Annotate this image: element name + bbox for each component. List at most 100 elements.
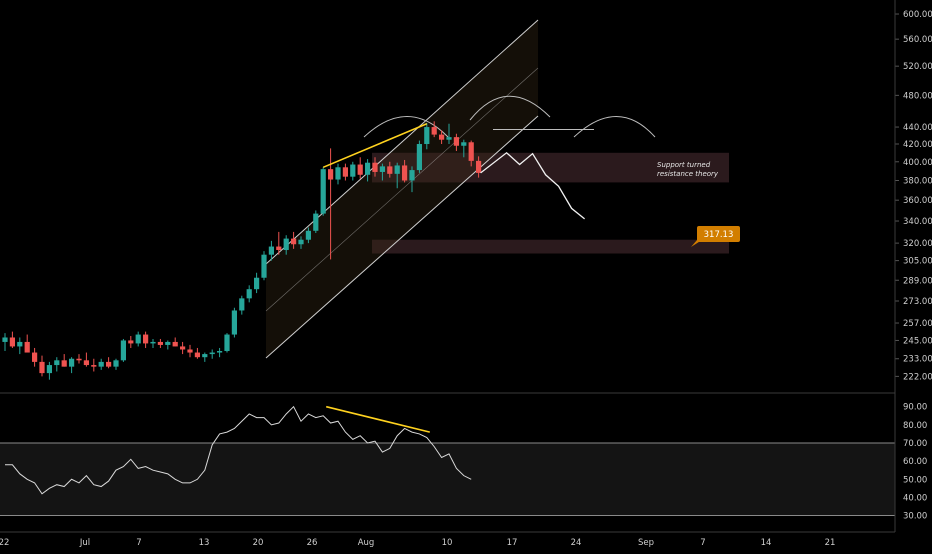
price-tick-label: 480.00 [903,91,932,101]
candle-body [224,334,230,352]
candle-body [350,164,356,177]
price-tag-pointer [691,240,702,247]
candle-body [46,365,52,374]
price-tick-label: 420.00 [903,140,932,150]
rsi-axis: 90.00 80.00 70.00 60.00 50.00 40.00 30.00 [903,403,927,522]
candle-body [268,246,274,255]
candle-body [379,166,385,172]
head-arc [469,95,551,121]
candle-body [431,127,437,135]
rsi-panel [0,405,895,517]
time-tick-label: 10 [442,538,453,548]
candle-body [113,360,119,367]
candle-body [202,354,208,358]
candle-body [387,166,393,174]
candle-body [313,213,319,231]
rsi-tick-label: 70.00 [903,439,927,449]
candle-body [261,254,267,278]
price-zones [372,152,729,254]
candle-body [409,170,415,181]
candle-body [254,277,260,290]
candle-body [157,341,163,345]
candle-body [291,238,297,245]
price-tick-label: 305.00 [903,257,932,267]
price-tick-label: 560.00 [903,35,932,45]
candle-body [305,230,311,240]
divergence-lines [322,123,430,433]
candle-body [335,167,341,180]
price-tick-label: 340.00 [903,217,932,227]
head-shoulder-arcs [363,95,656,138]
candle-body [9,337,15,347]
candle-body [165,341,171,345]
candle-body [187,349,193,353]
projection-line [480,151,586,220]
candle-body [106,361,112,367]
rsi-tick-label: 80.00 [903,421,927,431]
candle-body [357,164,363,175]
channel-lower-line [265,115,539,359]
support-resistance-zone [372,152,729,183]
time-tick-label: 7 [136,538,141,548]
time-tick-label: 14 [761,538,772,548]
right-shoulder-arc [573,116,656,138]
price-tick-label: 245.00 [903,336,932,346]
candle-body [128,340,134,344]
candle-body [320,169,326,214]
candle-body [439,134,445,140]
price-tick-label: 257.00 [903,319,932,329]
candle-body [231,310,237,335]
rsi-tick-label: 50.00 [903,475,927,485]
price-tick-label: 400.00 [903,158,932,168]
candle-body [328,169,334,180]
candle-body [120,340,126,361]
candle-body [298,239,304,245]
time-axis: 22 Jul 7 13 20 26 Aug 10 17 24 Sep 7 14 21 [0,538,835,548]
candle-body [61,360,67,367]
target-zone [372,239,729,254]
candle-body [446,137,452,140]
candle-body [194,352,200,358]
candle-body [342,167,348,177]
annotations: Support turned resistance theory 317.13 [657,161,740,247]
candle-body [209,352,215,355]
candle-body [172,341,178,347]
candle-body [2,337,8,342]
candle-body [468,142,474,161]
time-tick-label: 20 [253,538,264,548]
candle-body [453,137,459,146]
candle-body [24,341,30,353]
candle-body [365,162,371,175]
rsi-tick-label: 40.00 [903,493,927,503]
candle-body [246,289,252,299]
time-tick-label: 21 [825,538,836,548]
price-tag: 317.13 [691,226,740,247]
rsi-tick-label: 60.00 [903,457,927,467]
candle-body [372,162,378,172]
candle-body [39,361,45,374]
time-tick-label: 13 [199,538,210,548]
candle-body [98,361,104,367]
channel-fill [266,20,538,358]
time-tick-label: Aug [358,538,375,548]
rsi-band [0,442,895,516]
price-tick-label: 360.00 [903,196,932,206]
projection-path [480,151,586,220]
candle-body [461,142,467,146]
time-tick-label: 24 [571,538,582,548]
candle-body [394,165,400,174]
channel-upper-line [265,19,539,265]
time-tick-label: Jul [79,538,90,548]
price-axis: 600.00 560.00 520.00 480.00 440.00 420.00 400.… [895,10,932,382]
left-shoulder-arc [363,116,449,138]
time-tick-label: 17 [507,538,518,548]
candle-body [17,341,23,347]
candle-body [135,334,141,344]
time-tick-label: 7 [700,538,705,548]
price-tick-label: 289.00 [903,276,932,286]
support-note-line-1: Support turned [657,161,711,169]
channel-mid-line [265,67,539,312]
candle-body [69,358,75,367]
